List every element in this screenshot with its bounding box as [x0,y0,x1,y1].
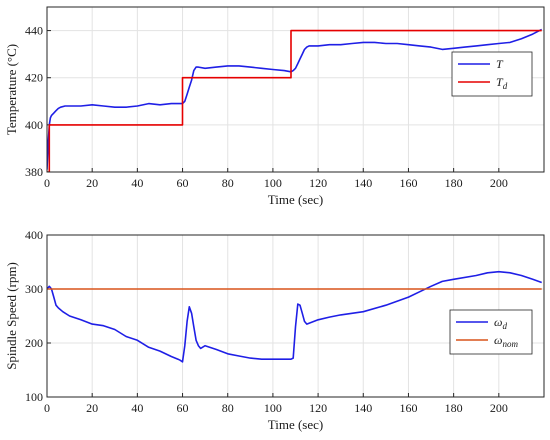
x-tick-label: 140 [354,176,372,190]
legend-box [451,51,533,97]
legend-label: ωnom [494,333,518,349]
legend-label-base: T [496,75,504,89]
x-tick-label: 100 [264,401,282,415]
x-tick-label: 120 [309,401,327,415]
y-tick-label: 200 [25,336,43,350]
y-tick-label: 380 [25,165,43,179]
legend-label: T [496,57,504,71]
axes-frame [46,234,545,398]
x-tick-label: 180 [445,401,463,415]
legend-label: ωd [494,315,507,331]
x-tick-label: 20 [86,401,98,415]
x-tick-label: 40 [131,401,143,415]
y-tick-label: 300 [25,282,43,296]
x-tick-label: 100 [264,176,282,190]
legend-label-subscript: d [502,321,507,331]
spindle-speed-panel: 0 20 40 60 80 100 120 140 160 180 200 100 200 300 400 T… [4,228,545,432]
x-tick-label: 160 [399,401,417,415]
legend-label-base: ω [494,333,502,347]
y-axis-label: Spindle Speed (rpm) [4,262,19,370]
x-tick-label: 60 [177,401,189,415]
x-tick-label: 160 [399,176,417,190]
x-axis-label: Time (sec) [268,417,324,432]
legend-label-subscript: nom [502,339,518,349]
x-tick-label: 180 [445,176,463,190]
x-tick-label: 140 [354,401,372,415]
x-tick-label: 0 [44,176,50,190]
series-line-primary [47,28,543,170]
legend-label: Td [496,75,508,91]
legend-label-base: ω [494,315,502,329]
axes-frame [46,6,545,173]
x-axis-label: Time (sec) [268,192,324,207]
y-axis-label: Temperature (°C) [4,44,19,135]
y-tick-label: 400 [25,118,43,132]
x-tick-label: 200 [490,401,508,415]
x-tick-label: 120 [309,176,327,190]
legend-box [449,309,533,355]
x-tick-label: 40 [131,176,143,190]
series-line-secondary [47,29,542,172]
y-tick-label: 100 [25,390,43,404]
x-tick-label: 20 [86,176,98,190]
x-tick-label: 0 [44,401,50,415]
y-tick-label: 400 [25,228,43,242]
legend-label-base: T [496,57,504,71]
temperature-panel: 0 20 40 60 80 100 120 140 160 180 200 380 400 420 440 T… [4,6,545,207]
y-tick-label: 420 [25,71,43,85]
x-tick-label: 200 [490,176,508,190]
legend: TTd [451,51,533,97]
x-tick-label: 80 [222,176,234,190]
legend-label-subscript: d [503,81,508,91]
x-tick-label: 80 [222,401,234,415]
series-line-primary [47,270,542,363]
x-tick-label: 60 [177,176,189,190]
y-tick-label: 440 [25,24,43,38]
